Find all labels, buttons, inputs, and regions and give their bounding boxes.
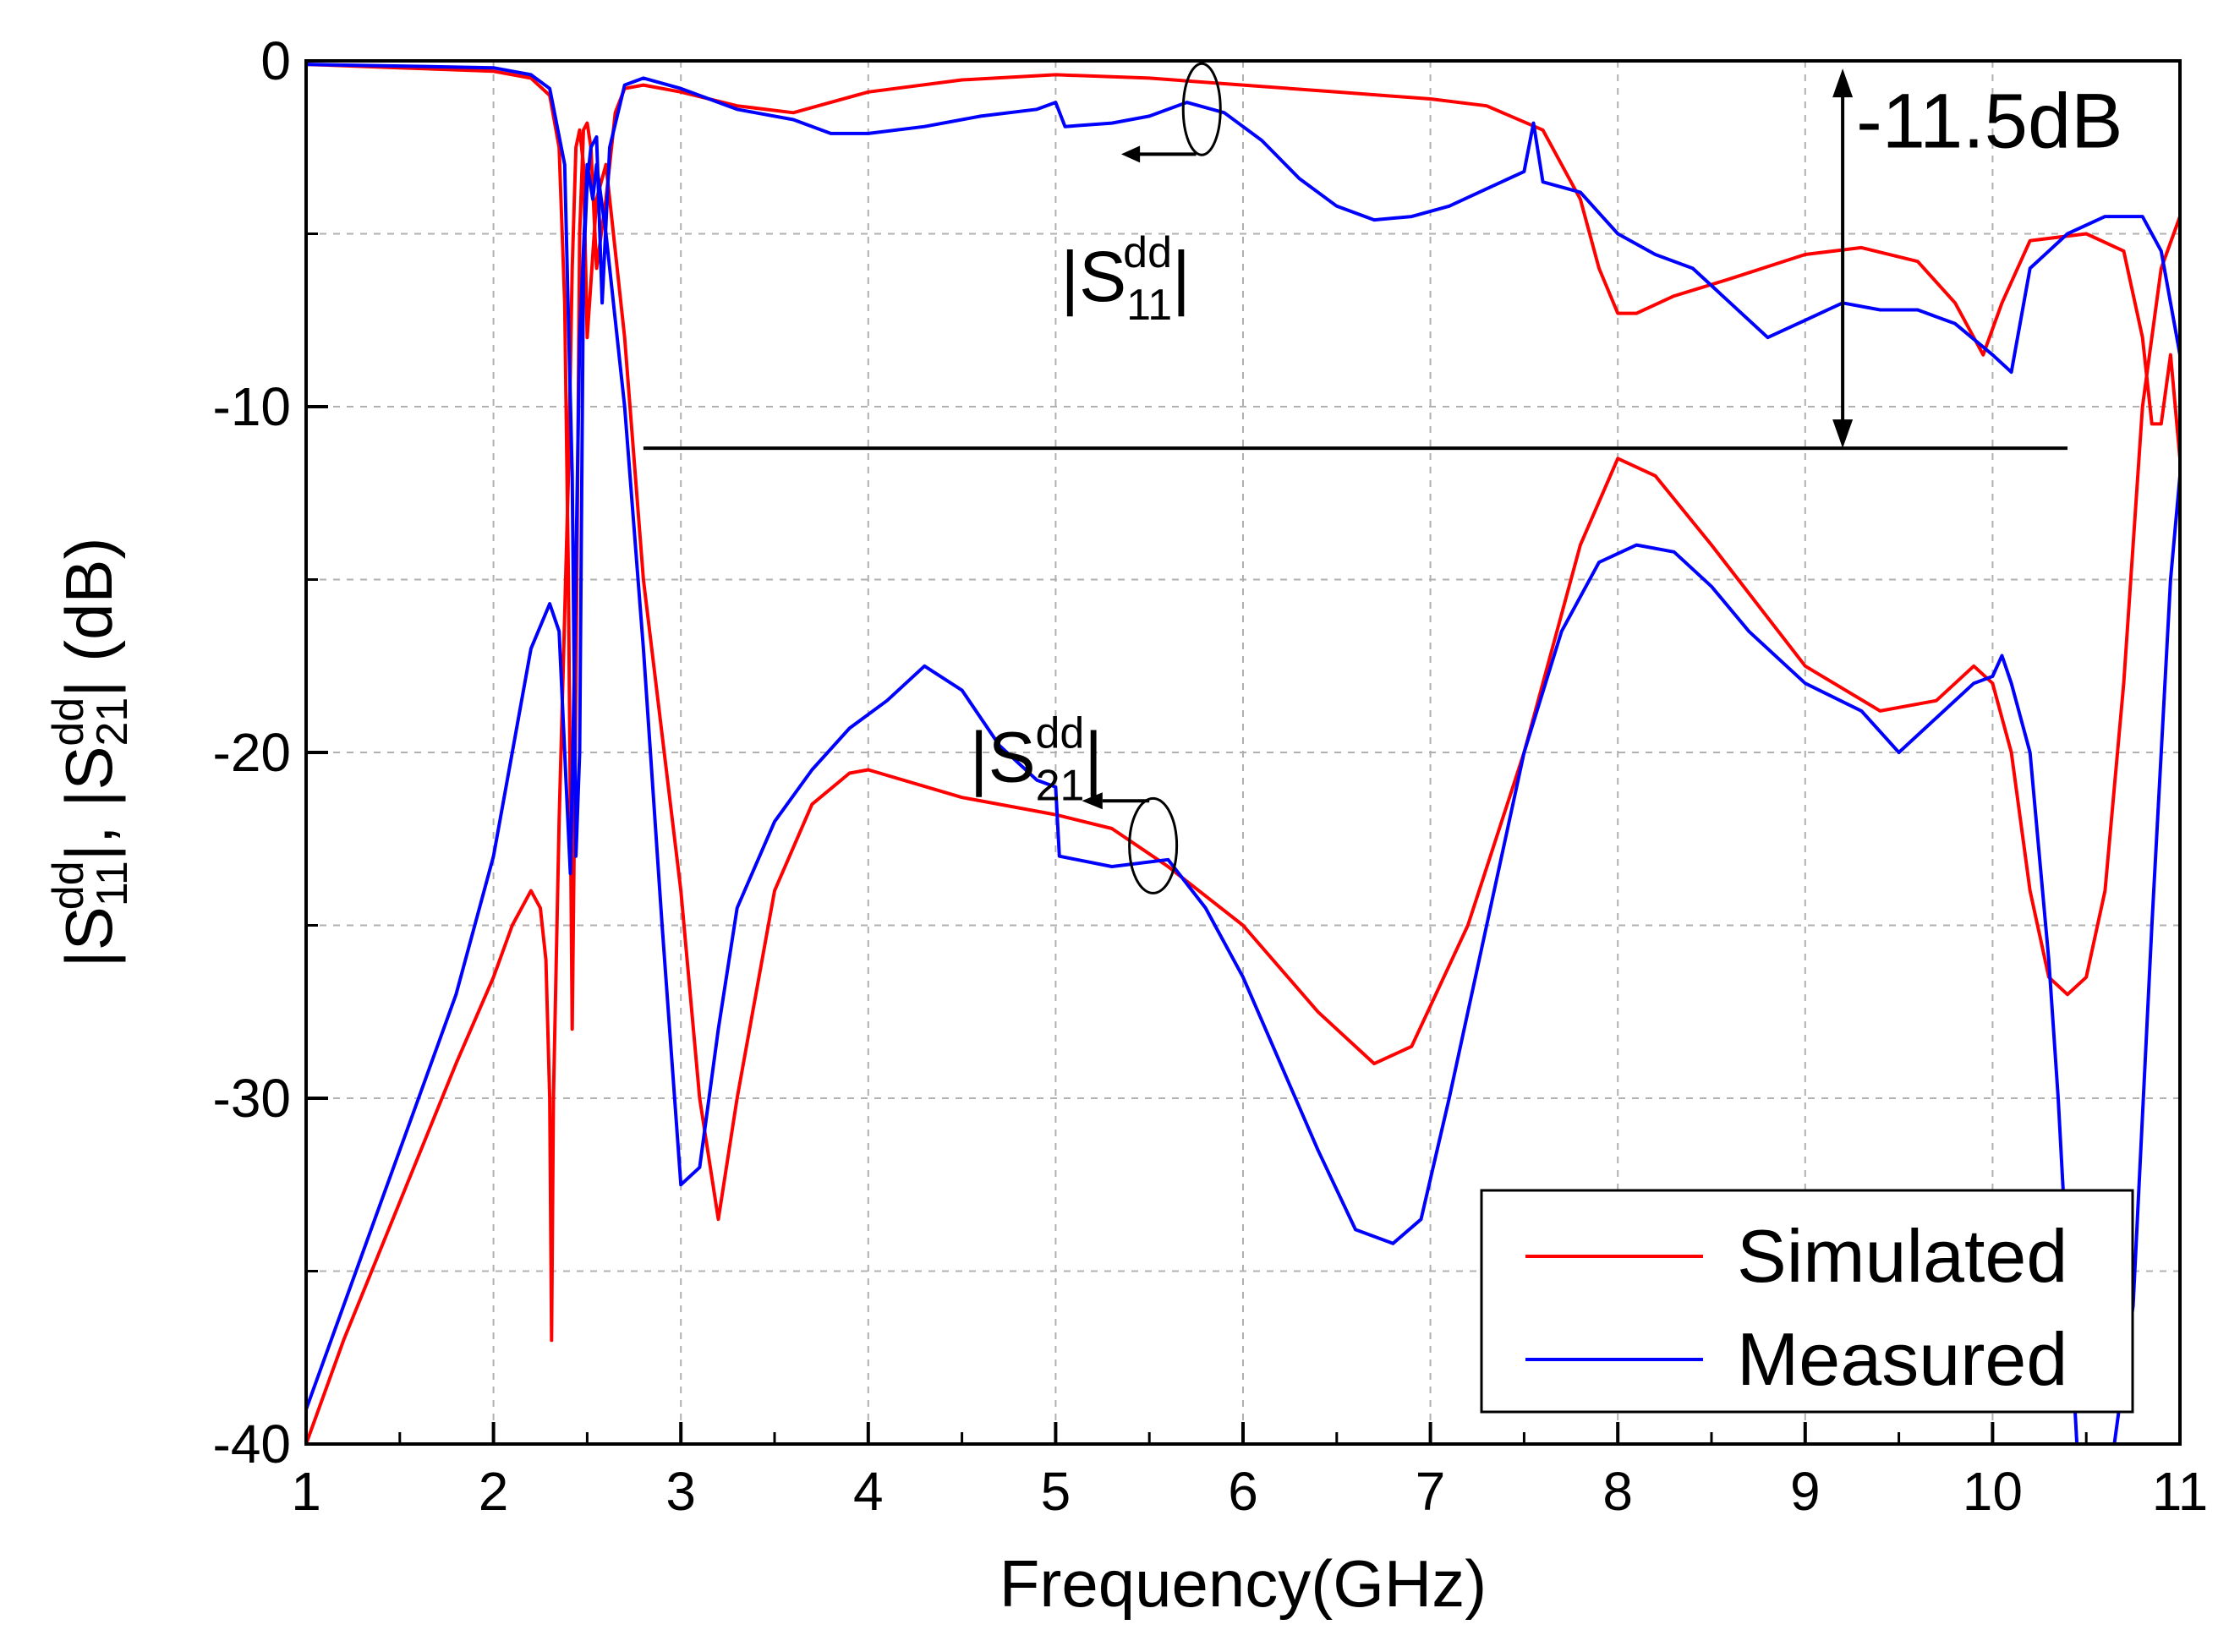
x-tick-label: 10 [1963,1461,2023,1522]
annotation-s11-ellipse [1181,62,1222,156]
annotation-s21: |S21dd| [970,709,1103,811]
y-axis-label-part: dd [44,697,93,747]
grid-lines [306,61,2180,1444]
y-tick-label: -10 [213,376,292,437]
x-tick-label: 1 [291,1461,321,1522]
annotation-s21-arrowhead [1082,792,1103,810]
measure-arrow-head-bottom [1832,419,1854,449]
x-tick-label: 11 [2152,1461,2208,1522]
y-tick-labels: 0 -10 -20 -30 -40 [213,30,292,1474]
annotation-db-label: -11.5dB [1856,78,2122,164]
annotation-s11-arrowhead [1120,145,1141,163]
axis-ticks [304,59,2182,1446]
x-axis-label: Frequency(GHz) [999,1546,1487,1621]
measure-arrow-head-top [1832,68,1854,98]
x-tick-label: 6 [1228,1461,1258,1522]
x-tick-label: 4 [853,1461,884,1522]
legend-label-measured: Measured [1737,1317,2067,1401]
series-measured-s21 [306,162,2180,1444]
y-axis-label-part: |, |S [52,746,126,861]
annotation-s11-text: |S11dd| [1060,228,1191,330]
y-tick-label: -30 [213,1068,292,1129]
annotation-s21-ellipse [1128,796,1179,894]
y-tick-label: -20 [213,722,292,783]
series-simulated-s21 [306,128,2180,1444]
y-tick-label: 0 [260,30,291,91]
x-tick-label: 2 [479,1461,509,1522]
legend: Simulated Measured [1480,1189,2134,1414]
minor-ticks [306,232,2088,1444]
y-axis-label-text: |S11dd|, |S21dd| (dB) [44,538,137,968]
y-axis-label-part: |S [52,906,126,967]
y-axis-label-part: 21 [88,697,137,747]
y-axis-label-part: dd [44,861,93,910]
data-series [306,63,2180,1444]
annotation-s11: |S11dd| [1060,228,1191,330]
annotations: |S11dd| |S21dd| -11.5dB [643,62,2123,894]
x-tick-label: 5 [1041,1461,1071,1522]
x-tick-label: 3 [665,1461,696,1522]
x-tick-label: 9 [1790,1461,1821,1522]
series-simulated-s11 [306,63,2180,1031]
legend-label-simulated: Simulated [1737,1214,2067,1298]
y-axis-label-part: 11 [88,861,137,906]
x-tick-labels: 1 2 3 4 5 6 7 8 9 10 11 [291,1461,2208,1522]
y-axis-label: |S11dd|, |S21dd| (dB) [44,538,137,968]
x-tick-label: 7 [1416,1461,1446,1522]
y-axis-label-part: | (dB) [52,538,126,697]
x-tick-label: 8 [1602,1461,1633,1522]
legend-box [1480,1189,2134,1414]
y-tick-label: -40 [213,1414,292,1474]
annotation-s21-text: |S21dd| [970,709,1103,811]
